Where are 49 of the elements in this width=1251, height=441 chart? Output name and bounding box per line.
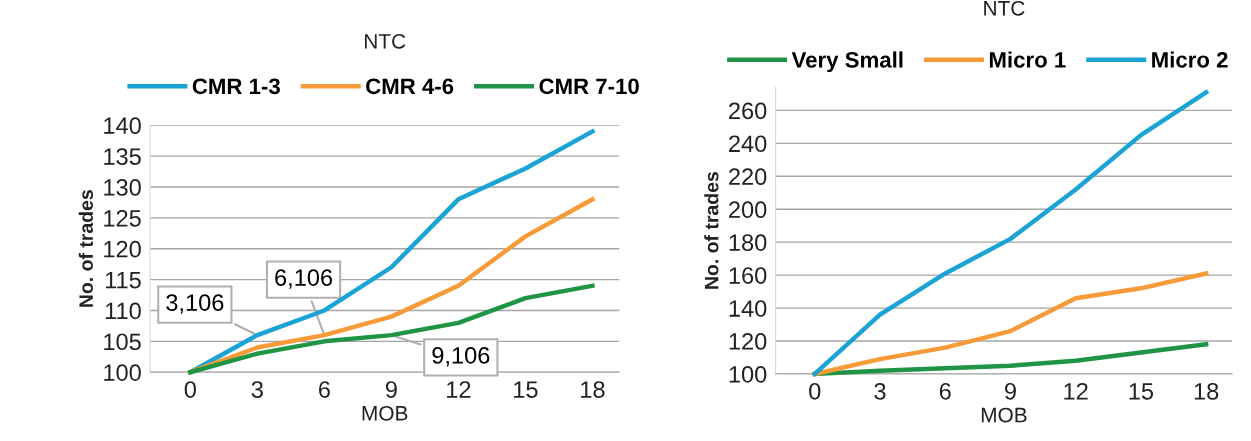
legend-label: CMR 1-3 <box>192 78 280 95</box>
legend-label: Micro 2 <box>1152 51 1228 68</box>
x-tick-label: 18 <box>581 381 605 398</box>
x-tick-label: 0 <box>184 381 196 398</box>
y-tick-label: 200 <box>729 201 767 219</box>
chart-title: NTC <box>984 0 1025 16</box>
legend-label: CMR 7-10 <box>539 78 639 95</box>
y-tick-label: 115 <box>105 271 141 289</box>
x-tick-label: 6 <box>939 382 951 400</box>
x-axis-title: MOB <box>362 405 408 421</box>
y-tick-label: 160 <box>729 267 767 284</box>
y-tick-label: 125 <box>104 209 141 227</box>
legend-label: Micro 1 <box>989 51 1066 68</box>
x-tick-label: 9 <box>1004 382 1016 400</box>
y-tick-label: 100 <box>104 364 141 381</box>
annotation: 9,106 <box>432 347 490 367</box>
x-tick-label: 3 <box>874 382 886 400</box>
x-tick-label: 6 <box>319 381 330 398</box>
y-tick-label: 220 <box>729 168 767 186</box>
legend-label: CMR 4-6 <box>366 78 454 95</box>
annotation: 3,106 <box>166 294 224 314</box>
x-axis-title: MOB <box>981 407 1027 423</box>
x-tick-label: 0 <box>809 382 821 400</box>
x-tick-label: 15 <box>1129 383 1154 400</box>
y-tick-label: 105 <box>104 333 141 351</box>
y-tick-label: 180 <box>729 234 767 251</box>
y-tick-label: 140 <box>104 117 141 135</box>
x-tick-label: 3 <box>251 381 263 398</box>
y-tick-label: 100 <box>729 366 767 383</box>
y-tick-label: 120 <box>729 333 767 350</box>
y-tick-label: 110 <box>105 302 141 320</box>
y-axis-title: No. of trades <box>704 172 719 289</box>
annotation: 6,106 <box>275 269 333 289</box>
x-tick-label: 15 <box>514 381 538 398</box>
y-tick-label: 140 <box>729 300 767 317</box>
y-axis-title: No. of trades <box>78 190 93 307</box>
x-tick-label: 12 <box>447 381 471 398</box>
legend-label: Very Small <box>791 51 903 73</box>
line-series <box>812 271 1209 377</box>
y-tick-label: 260 <box>729 102 767 120</box>
y-tick-label: 135 <box>104 148 141 165</box>
chart-title: NTC <box>364 33 406 49</box>
x-tick-label: 9 <box>385 381 397 398</box>
y-tick-label: 120 <box>104 240 141 258</box>
x-tick-label: 18 <box>1194 382 1219 400</box>
y-tick-label: 130 <box>104 179 141 196</box>
line-series <box>812 90 1209 377</box>
x-tick-label: 12 <box>1064 382 1088 400</box>
y-tick-label: 240 <box>729 135 767 153</box>
